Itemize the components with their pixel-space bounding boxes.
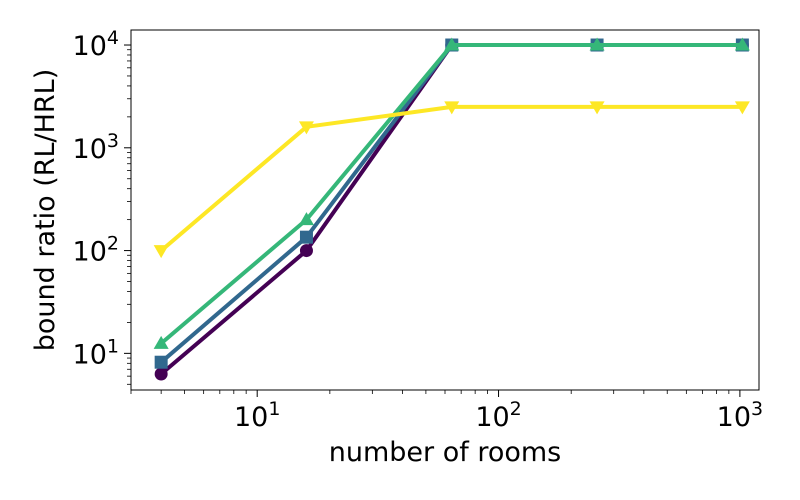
series-3 xyxy=(153,101,750,259)
y-axis-label: bound ratio (RL/HRL) xyxy=(30,69,61,352)
y-tick-label: 102 xyxy=(73,233,119,268)
series-3-line xyxy=(159,104,745,253)
y-tick-base: 10 xyxy=(73,339,107,370)
y-tick-exponent: 4 xyxy=(107,27,119,49)
x-tick-label: 102 xyxy=(475,398,521,433)
y-tick-base: 10 xyxy=(73,31,107,62)
x-tick-exponent: 3 xyxy=(751,398,763,420)
series-1-point xyxy=(299,230,313,244)
series-3-point xyxy=(153,245,169,259)
y-tick-exponent: 2 xyxy=(107,233,119,255)
series-2-point xyxy=(298,212,314,226)
y-tick-base: 10 xyxy=(73,134,107,165)
series-2-point xyxy=(153,335,169,349)
x-tick-label: 101 xyxy=(234,398,280,433)
series-1-point xyxy=(154,355,168,369)
y-tick-label: 103 xyxy=(73,130,119,165)
y-tick-exponent: 3 xyxy=(107,130,119,152)
series-2 xyxy=(153,37,750,349)
y-tick-label: 104 xyxy=(73,27,119,62)
plot-area xyxy=(153,37,750,381)
y-tick-base: 10 xyxy=(73,237,107,268)
series-3-point xyxy=(298,121,314,135)
series-3-point xyxy=(589,101,605,115)
series-1 xyxy=(154,38,749,369)
series-0-point xyxy=(154,367,168,381)
y-tick-exponent: 1 xyxy=(107,335,119,357)
x-tick-label: 103 xyxy=(717,398,763,433)
y-tick-label: 101 xyxy=(73,335,119,370)
series-0-point xyxy=(299,244,313,258)
series-2-point xyxy=(444,37,460,51)
x-tick-exponent: 2 xyxy=(510,398,522,420)
series-1-line xyxy=(159,43,745,365)
x-tick-base: 10 xyxy=(475,402,509,433)
series-0-line xyxy=(159,43,745,376)
series-3-point xyxy=(444,101,460,115)
x-tick-exponent: 1 xyxy=(268,398,280,420)
x-tick-base: 10 xyxy=(234,402,268,433)
axes-frame xyxy=(130,29,760,391)
x-tick-base: 10 xyxy=(717,402,751,433)
series-2-point xyxy=(734,37,750,51)
series-0 xyxy=(154,38,749,381)
series-2-point xyxy=(589,37,605,51)
series-3-point xyxy=(734,101,750,115)
x-axis-label: number of rooms xyxy=(329,437,561,468)
